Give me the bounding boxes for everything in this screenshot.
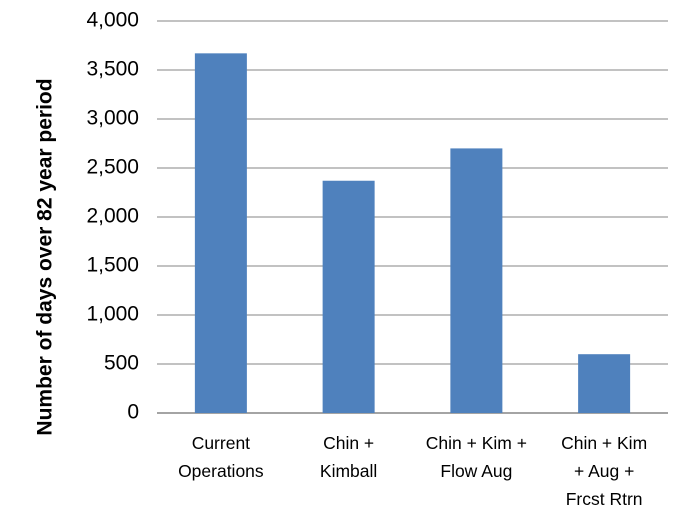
x-category-label-line: Current	[192, 433, 250, 453]
x-category-label: Current Operations	[178, 433, 264, 481]
x-category-label-line: Chin +	[323, 433, 374, 453]
x-category-label-line: Chin + Kim	[561, 433, 647, 453]
x-category-label-line: Frcst Rtrn	[566, 489, 643, 509]
y-tick-label: 500	[104, 352, 139, 375]
y-tick-label: 2,500	[86, 156, 139, 179]
y-tick-label: 4,000	[86, 9, 139, 32]
bar	[194, 53, 247, 414]
y-axis-label: Number of days over 82 year period	[34, 78, 57, 435]
y-tick-label: 1,000	[86, 303, 139, 326]
y-tick-label: 3,000	[86, 107, 139, 130]
y-tick-labels: 0 500 1,000 1,500 2,000 2,500 3,000 3,500 4,000	[86, 9, 139, 424]
x-category-label-line: Kimball	[320, 461, 377, 481]
x-category-label-line: + Aug +	[574, 461, 634, 481]
x-category-label: Chin + Kim + Aug + Frcst Rtrn	[561, 433, 647, 509]
bar	[322, 180, 375, 413]
x-category-label-line: Chin + Kim +	[426, 433, 527, 453]
y-tick-label: 1,500	[86, 254, 139, 277]
x-category-label-line: Flow Aug	[440, 461, 512, 481]
x-category-label-line: Operations	[178, 461, 264, 481]
bar	[578, 354, 631, 413]
bars	[194, 53, 631, 414]
x-category-label: Chin + Kimball	[320, 433, 377, 481]
x-category-label: Chin + Kim + Flow Aug	[426, 433, 527, 481]
y-tick-label: 0	[127, 401, 139, 424]
bar	[450, 148, 503, 413]
y-tick-label: 2,000	[86, 205, 139, 228]
y-tick-label: 3,500	[86, 58, 139, 81]
